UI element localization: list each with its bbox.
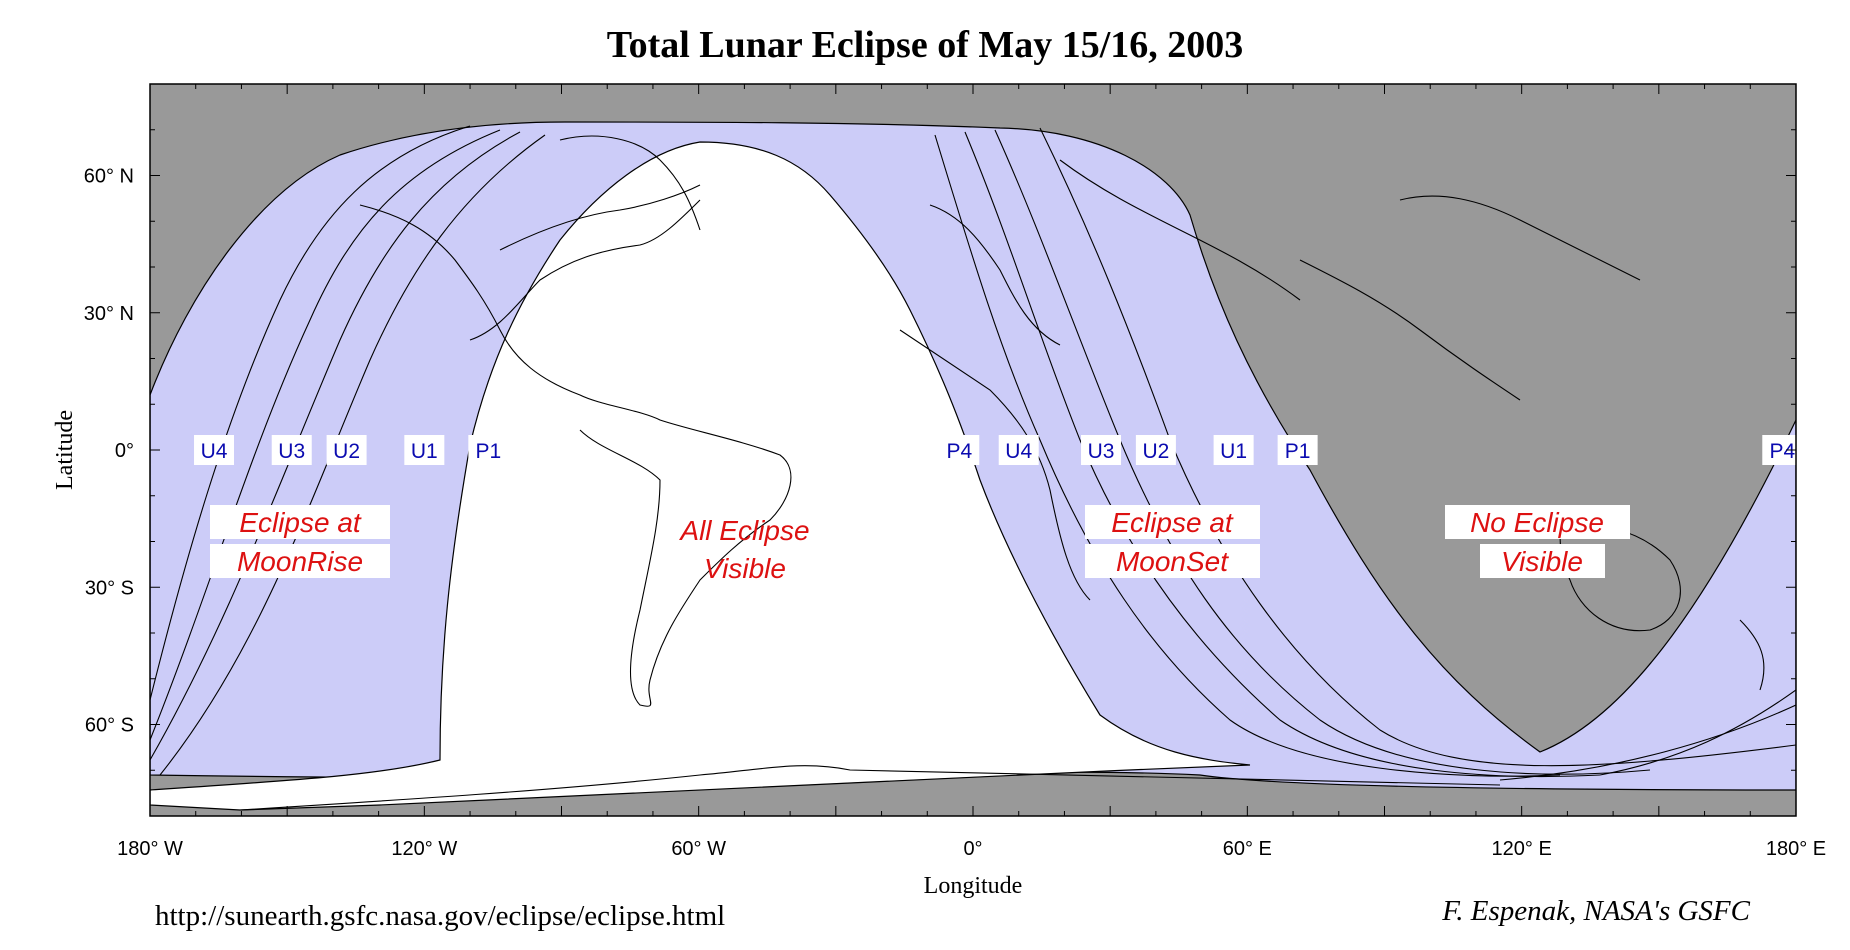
contact-label-box <box>326 435 367 465</box>
y-tick-labels: 60° N 30° N 0° 30° S 60° S <box>84 166 134 737</box>
full-visibility-zone <box>150 141 1251 811</box>
contact-label-box <box>194 435 235 465</box>
no-eclipse-label-box-top <box>1445 505 1630 539</box>
y-tick-label: 30° S <box>85 577 134 599</box>
no-eclipse-label-box-bottom <box>1480 544 1605 578</box>
source-url: http://sunearth.gsfc.nasa.gov/eclipse/ec… <box>155 900 725 932</box>
no-eclipse-label-line-2: Visible <box>1501 546 1583 577</box>
contact-label-box <box>998 435 1039 465</box>
x-axis-title: Longitude <box>924 873 1023 899</box>
y-axis-title: Latitude <box>52 410 78 490</box>
map-plot-area: U4 U3 U2 U1 P1 P4 U4 U3 U2 U1 P1 P4 Eclipse at Moon… <box>150 84 1796 816</box>
moonrise-label-box-top <box>210 505 390 539</box>
map-title: Total Lunar Eclipse of May 15/16, 2003 <box>607 24 1244 66</box>
region-labels: Eclipse at MoonRise All Eclipse Visible … <box>210 505 1630 584</box>
x-tick-label: 0° <box>963 838 982 860</box>
moonset-label-box-bottom <box>1085 544 1260 578</box>
x-tick-label: 120° W <box>391 838 457 860</box>
x-tick-label: 60° W <box>671 838 726 860</box>
contact-label-box <box>1277 435 1318 465</box>
all-visible-label-line-1: All Eclipse <box>678 515 809 546</box>
contact-label-u2: U2 <box>333 440 360 463</box>
all-visible-label-line-2: Visible <box>704 553 786 584</box>
no-eclipse-label-line-1: No Eclipse <box>1470 507 1604 538</box>
x-tick-labels: 180° W 120° W 60° W 0° 60° E 120° E 180° E <box>117 838 1826 860</box>
credit-text: F. Espenak, NASA's GSFC <box>1441 895 1750 927</box>
x-tick-label: 180° E <box>1766 838 1826 860</box>
contact-label-u4: U4 <box>1005 440 1032 463</box>
contact-label-p4: P4 <box>946 440 972 463</box>
axis-ticks <box>149 83 1797 817</box>
contact-label-box <box>939 435 980 465</box>
y-tick-label: 0° <box>115 440 134 462</box>
contact-labels: U4 U3 U2 U1 P1 P4 U4 U3 U2 U1 P1 P4 <box>194 435 1796 465</box>
y-tick-label: 30° N <box>84 303 134 325</box>
moonset-label-box-top <box>1085 505 1260 539</box>
x-tick-label: 60° E <box>1223 838 1272 860</box>
x-tick-label: 120° E <box>1492 838 1552 860</box>
moonset-label-line-1: Eclipse at <box>1111 507 1234 538</box>
moonrise-label-box-bottom <box>210 544 390 578</box>
contact-label-p4: P4 <box>1769 440 1795 463</box>
moonrise-label-line-2: MoonRise <box>237 546 363 577</box>
contact-label-p1: P1 <box>476 440 502 463</box>
contact-label-u3: U3 <box>1088 440 1115 463</box>
y-tick-label: 60° S <box>85 715 134 737</box>
contact-label-u2: U2 <box>1142 440 1169 463</box>
contact-label-box <box>1213 435 1254 465</box>
x-tick-label: 180° W <box>117 838 183 860</box>
contact-label-u1: U1 <box>411 440 438 463</box>
moonset-label-line-2: MoonSet <box>1116 546 1229 577</box>
contact-curves <box>150 125 1796 781</box>
contact-label-u1: U1 <box>1220 440 1247 463</box>
contact-label-box <box>468 435 509 465</box>
contact-label-box <box>271 435 312 465</box>
contact-label-box <box>1081 435 1122 465</box>
contact-label-box <box>404 435 445 465</box>
contact-label-p1: P1 <box>1285 440 1311 463</box>
moonrise-label-line-1: Eclipse at <box>239 507 362 538</box>
contact-label-u3: U3 <box>278 440 305 463</box>
contact-label-box <box>1135 435 1176 465</box>
y-tick-label: 60° N <box>84 166 134 188</box>
contact-label-u4: U4 <box>201 440 228 463</box>
